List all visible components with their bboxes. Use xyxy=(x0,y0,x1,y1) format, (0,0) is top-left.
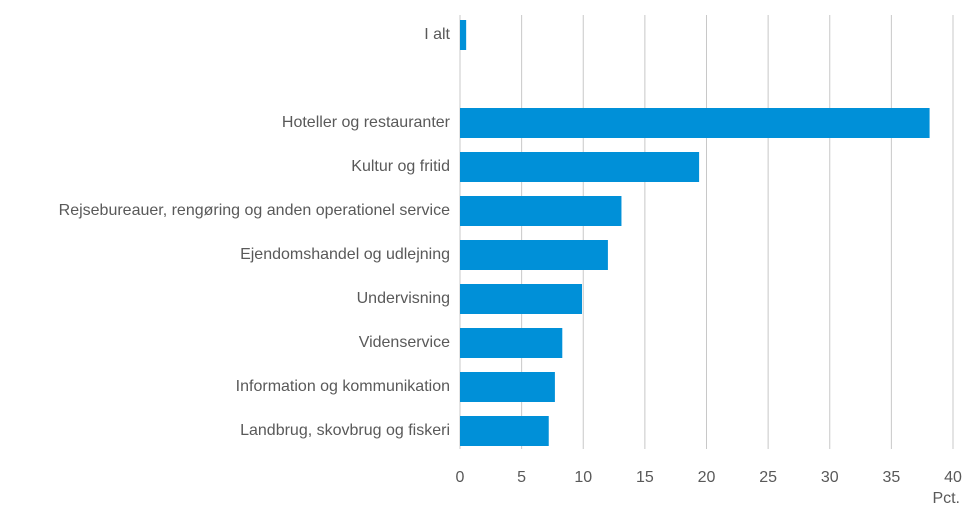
bar xyxy=(460,284,583,314)
x-axis-label: Pct. xyxy=(932,490,960,507)
y-tick-label: Ejendomshandel og udlejning xyxy=(240,246,450,263)
y-tick-label: Information og kommunikation xyxy=(236,378,450,395)
bar xyxy=(460,196,622,226)
y-tick-label: Rejsebureauer, rengøring og anden operat… xyxy=(59,202,450,219)
bar xyxy=(460,20,467,50)
bar xyxy=(460,416,549,446)
x-tick-label: 15 xyxy=(636,469,654,486)
bar xyxy=(460,328,563,358)
y-tick-label: Undervisning xyxy=(357,290,450,307)
y-tick-label: Kultur og fritid xyxy=(351,158,450,175)
x-tick-label: 25 xyxy=(759,469,777,486)
y-tick-label: I alt xyxy=(424,26,450,43)
bar xyxy=(460,152,700,182)
x-tick-label: 0 xyxy=(456,469,465,486)
x-tick-label: 35 xyxy=(882,469,900,486)
x-tick-label: 5 xyxy=(517,469,526,486)
x-tick-label: 10 xyxy=(574,469,592,486)
y-tick-label: Hoteller og restauranter xyxy=(282,114,451,131)
y-tick-label: Landbrug, skovbrug og fiskeri xyxy=(240,422,450,439)
x-tick-label: 20 xyxy=(698,469,716,486)
bar xyxy=(460,240,608,270)
y-tick-label: Videnservice xyxy=(359,334,450,351)
x-tick-label: 30 xyxy=(821,469,839,486)
bar xyxy=(460,108,930,138)
bar xyxy=(460,372,555,402)
x-tick-label: 40 xyxy=(944,469,962,486)
